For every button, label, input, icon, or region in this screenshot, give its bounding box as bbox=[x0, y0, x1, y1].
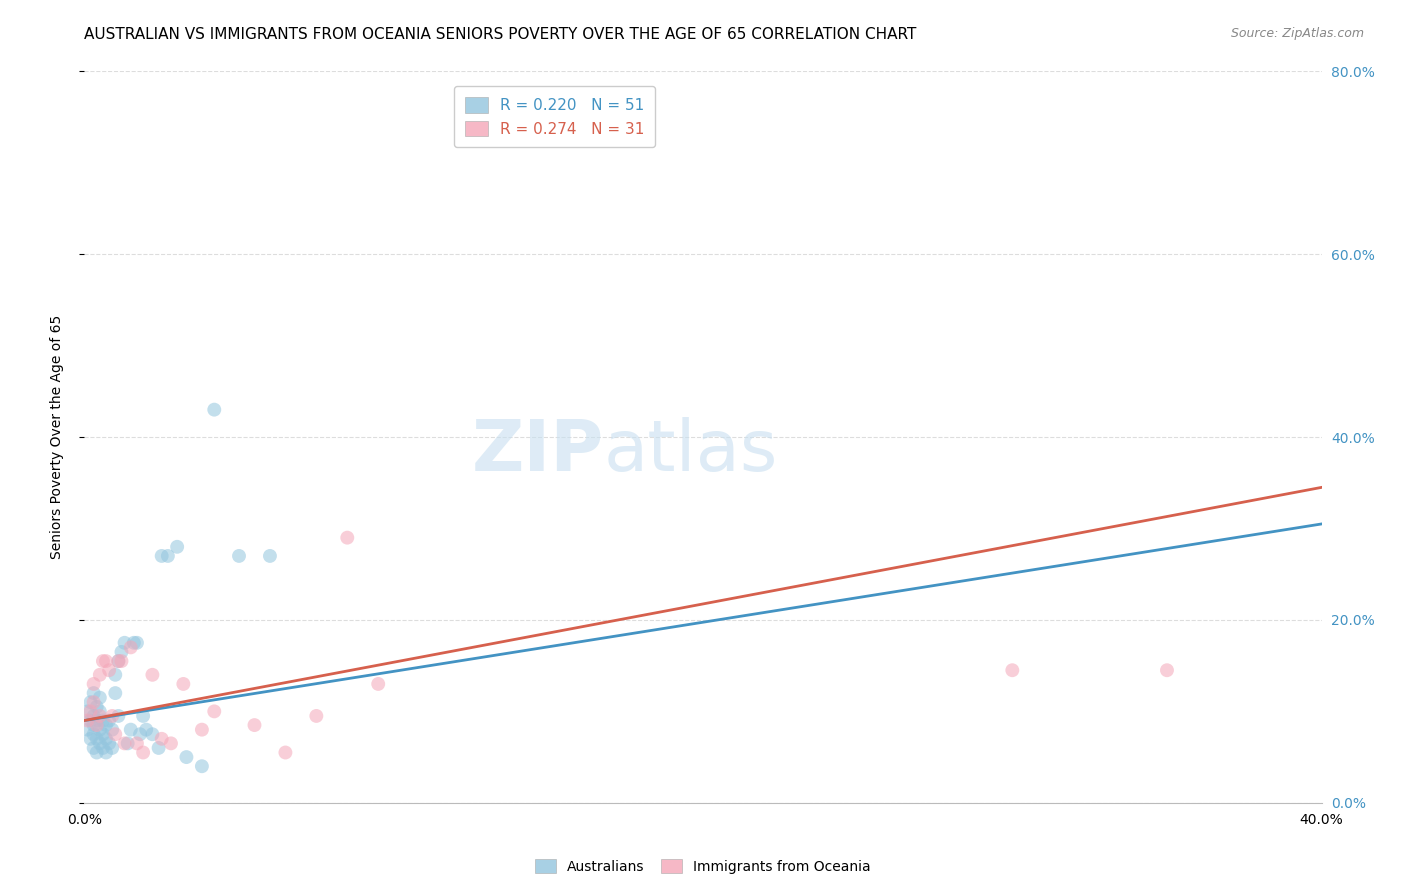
Point bbox=[76, 714, 98, 728]
Point bbox=[101, 723, 124, 737]
Point bbox=[101, 740, 124, 755]
Point bbox=[132, 746, 155, 760]
Point bbox=[141, 727, 163, 741]
Point bbox=[191, 759, 214, 773]
Point bbox=[91, 714, 114, 728]
Point bbox=[305, 709, 328, 723]
Point bbox=[148, 740, 170, 755]
Point bbox=[110, 645, 132, 659]
Point bbox=[83, 686, 105, 700]
Point bbox=[79, 714, 101, 728]
Point bbox=[83, 677, 105, 691]
Point bbox=[202, 402, 225, 417]
Point bbox=[117, 736, 139, 750]
Point bbox=[367, 677, 389, 691]
Point bbox=[274, 746, 297, 760]
Point bbox=[160, 736, 183, 750]
Point bbox=[114, 736, 136, 750]
Point bbox=[107, 709, 129, 723]
Point bbox=[228, 549, 250, 563]
Point bbox=[86, 714, 108, 728]
Y-axis label: Seniors Poverty Over the Age of 65: Seniors Poverty Over the Age of 65 bbox=[49, 315, 63, 559]
Point bbox=[104, 686, 127, 700]
Point bbox=[243, 718, 266, 732]
Point bbox=[91, 740, 114, 755]
Point bbox=[150, 549, 173, 563]
Point bbox=[98, 663, 121, 677]
Point bbox=[98, 736, 121, 750]
Point bbox=[98, 714, 121, 728]
Text: Source: ZipAtlas.com: Source: ZipAtlas.com bbox=[1230, 27, 1364, 40]
Point bbox=[166, 540, 188, 554]
Point bbox=[259, 549, 281, 563]
Point bbox=[122, 636, 145, 650]
Point bbox=[135, 723, 157, 737]
Point bbox=[125, 736, 148, 750]
Point bbox=[91, 654, 114, 668]
Point bbox=[150, 731, 173, 746]
Point bbox=[89, 705, 111, 719]
Point bbox=[132, 709, 155, 723]
Point bbox=[110, 654, 132, 668]
Point bbox=[172, 677, 194, 691]
Point bbox=[202, 705, 225, 719]
Point bbox=[83, 709, 105, 723]
Point bbox=[94, 654, 117, 668]
Point bbox=[107, 654, 129, 668]
Point bbox=[120, 723, 142, 737]
Point bbox=[120, 640, 142, 655]
Point bbox=[1001, 663, 1024, 677]
Point bbox=[156, 549, 179, 563]
Point bbox=[94, 746, 117, 760]
Point bbox=[141, 667, 163, 681]
Point bbox=[94, 731, 117, 746]
Point bbox=[83, 727, 105, 741]
Point bbox=[129, 727, 152, 741]
Point bbox=[94, 718, 117, 732]
Point bbox=[114, 636, 136, 650]
Text: AUSTRALIAN VS IMMIGRANTS FROM OCEANIA SENIORS POVERTY OVER THE AGE OF 65 CORRELA: AUSTRALIAN VS IMMIGRANTS FROM OCEANIA SE… bbox=[84, 27, 917, 42]
Point bbox=[336, 531, 359, 545]
Point bbox=[79, 705, 101, 719]
Point bbox=[107, 654, 129, 668]
Point bbox=[89, 723, 111, 737]
Point bbox=[79, 695, 101, 709]
Point bbox=[83, 695, 105, 709]
Point bbox=[83, 718, 105, 732]
Point bbox=[104, 727, 127, 741]
Legend: R = 0.220   N = 51, R = 0.274   N = 31: R = 0.220 N = 51, R = 0.274 N = 31 bbox=[454, 87, 655, 147]
Point bbox=[86, 731, 108, 746]
Point bbox=[79, 731, 101, 746]
Point bbox=[86, 718, 108, 732]
Point bbox=[1156, 663, 1178, 677]
Text: atlas: atlas bbox=[605, 417, 779, 486]
Point bbox=[76, 705, 98, 719]
Point bbox=[89, 667, 111, 681]
Point bbox=[89, 690, 111, 705]
Point bbox=[83, 740, 105, 755]
Point bbox=[76, 723, 98, 737]
Text: ZIP: ZIP bbox=[472, 417, 605, 486]
Point bbox=[89, 736, 111, 750]
Point bbox=[104, 667, 127, 681]
Point bbox=[89, 709, 111, 723]
Point bbox=[176, 750, 198, 764]
Legend: Australians, Immigrants from Oceania: Australians, Immigrants from Oceania bbox=[529, 852, 877, 880]
Point bbox=[191, 723, 214, 737]
Point bbox=[91, 727, 114, 741]
Point bbox=[86, 699, 108, 714]
Point bbox=[125, 636, 148, 650]
Point bbox=[101, 709, 124, 723]
Point bbox=[86, 746, 108, 760]
